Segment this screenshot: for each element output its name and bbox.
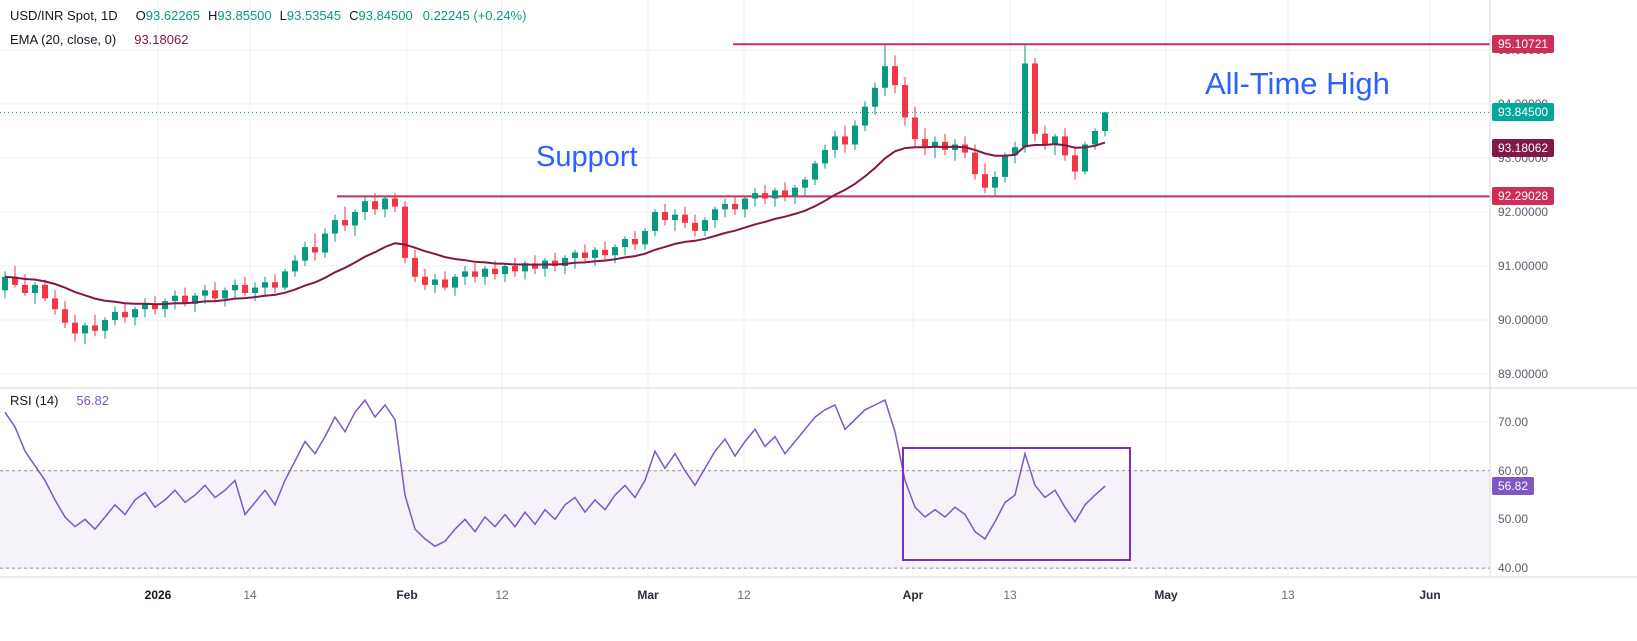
time-axis-label: Apr	[902, 588, 924, 602]
time-axis-label: Jun	[1419, 588, 1441, 602]
symbol-legend-row[interactable]: USD/INR Spot, 1D O93.62265 H93.85500 L93.53…	[10, 8, 526, 23]
time-axis-label: 12	[495, 588, 509, 602]
rsi-tick-label: 50.00	[1498, 512, 1529, 527]
price-level-badge: 93.84500	[1492, 103, 1555, 122]
low-label: L	[279, 8, 287, 23]
rsi-tick-label: 40.00	[1498, 561, 1529, 576]
price-tick-label: 91.00000	[1498, 259, 1549, 273]
price-axis[interactable]: 95.0000094.0000093.0000092.0000091.00000…	[1490, 0, 1637, 577]
price-tick-label: 92.00000	[1498, 205, 1549, 219]
close-label: C	[349, 8, 359, 23]
rsi-value: 56.82	[76, 393, 109, 408]
time-axis-label: Mar	[637, 588, 659, 602]
time-axis-label: 12	[737, 588, 751, 602]
low-value: 93.53545	[286, 8, 342, 23]
rsi-label[interactable]: RSI (14)	[10, 393, 59, 408]
rsi-tick-label: 70.00	[1498, 415, 1529, 429]
high-value: 93.85500	[217, 8, 272, 23]
ema-value: 93.18062	[134, 32, 189, 47]
time-axis-label: Feb	[396, 588, 418, 602]
rsi-legend-row[interactable]: RSI (14) 56.82	[10, 393, 109, 408]
all-time-high-annotation[interactable]: All-Time High	[1205, 66, 1390, 101]
price-level-badge: 92.29028	[1492, 187, 1555, 206]
price-level-badge: 95.10721	[1492, 35, 1555, 54]
ema-legend-row[interactable]: EMA (20, close, 0) 93.18062	[10, 32, 188, 47]
change-value: 0.22245 (+0.24%)	[422, 8, 527, 23]
open-value: 93.62265	[145, 8, 201, 23]
time-axis-label: May	[1154, 588, 1178, 602]
rsi-value-badge: 56.82	[1492, 477, 1535, 496]
high-label: H	[208, 8, 218, 23]
time-axis-label: 13	[1003, 588, 1017, 602]
symbol-title[interactable]: USD/INR Spot, 1D	[10, 8, 118, 23]
time-axis-label: 14	[243, 588, 257, 602]
open-label: O	[135, 8, 146, 23]
price-level-badge: 93.18062	[1492, 139, 1555, 158]
rsi-tick-label: 60.00	[1498, 463, 1529, 478]
time-axis-label: 13	[1281, 588, 1295, 602]
price-tick-label: 90.00000	[1498, 313, 1549, 327]
time-axis[interactable]: 2026 14 Feb 12 Mar 12 Apr 13 May 13 Jun	[0, 577, 1637, 641]
time-axis-label: 2026	[144, 588, 172, 602]
price-tick-label: 89.00000	[1498, 367, 1549, 381]
close-value: 93.84500	[358, 8, 413, 23]
support-annotation[interactable]: Support	[536, 141, 638, 173]
ema-label[interactable]: EMA (20, close, 0)	[10, 32, 117, 47]
